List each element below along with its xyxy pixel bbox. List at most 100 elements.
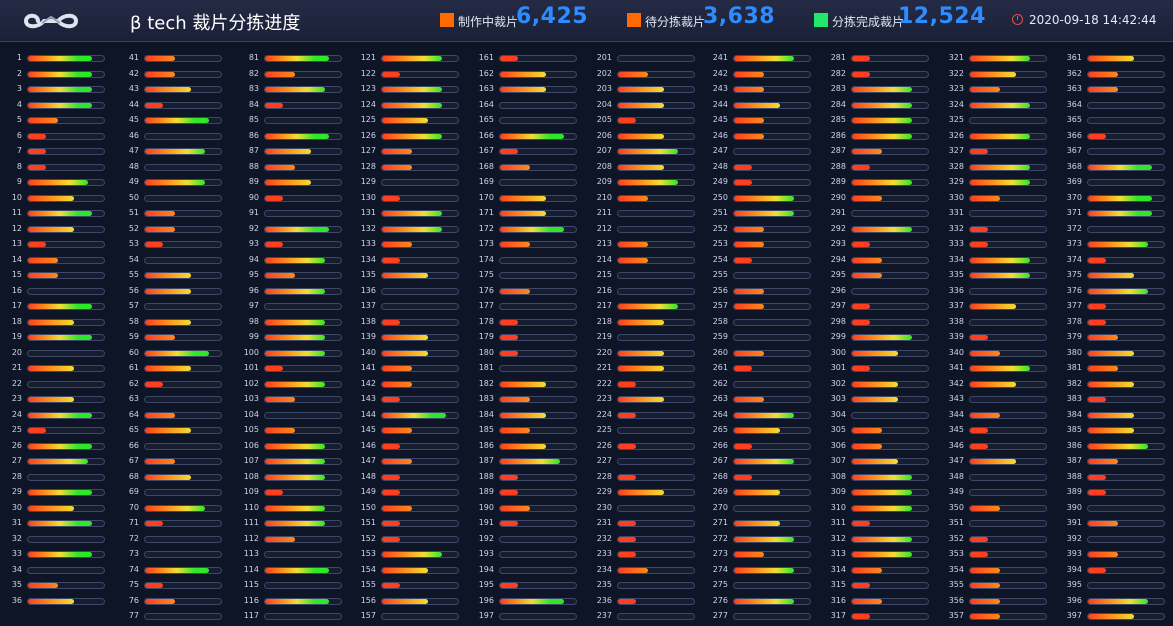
progress-row: 261	[706, 362, 823, 378]
slot-number: 302	[830, 378, 846, 388]
progress-fill	[382, 319, 400, 325]
progress-track	[851, 473, 929, 481]
progress-row: 59	[117, 331, 234, 347]
progress-fill	[852, 552, 912, 557]
progress-fill	[382, 490, 400, 495]
progress-row: 224	[590, 409, 707, 425]
progress-track	[969, 225, 1047, 233]
clock-icon	[1012, 14, 1023, 25]
progress-row: 369	[1060, 176, 1173, 192]
grid-column: 1 2 3 4 5 6 7 8 9 10 11 12 13 14 15 16 17 18 19 20 21 22 23 24 2…	[0, 52, 117, 610]
progress-fill	[970, 242, 988, 247]
slot-number: 382	[1066, 378, 1082, 388]
progress-track	[617, 194, 695, 202]
progress-row: 207	[590, 145, 707, 161]
slot-number: 268	[712, 471, 728, 481]
progress-track	[969, 380, 1047, 388]
progress-row: 286	[824, 130, 941, 146]
progress-track	[851, 349, 929, 357]
progress-row: 133	[354, 238, 471, 254]
progress-track	[264, 504, 342, 512]
progress-row: 152	[354, 533, 471, 549]
progress-fill	[265, 319, 325, 325]
progress-row: 143	[354, 393, 471, 409]
slot-number: 106	[243, 440, 259, 450]
slot-number: 378	[1066, 316, 1082, 326]
progress-row: 134	[354, 254, 471, 270]
progress-row: 10	[0, 192, 117, 208]
slot-number: 90	[248, 192, 259, 202]
slot-number: 14	[11, 254, 22, 264]
slot-number: 276	[712, 595, 728, 605]
progress-track	[851, 411, 929, 419]
progress-row: 381	[1060, 362, 1173, 378]
progress-track	[27, 194, 105, 202]
progress-row: 368	[1060, 161, 1173, 177]
progress-fill	[145, 226, 175, 232]
slot-number: 103	[243, 394, 259, 403]
slot-number: 83	[248, 84, 259, 93]
progress-fill	[852, 118, 912, 123]
slot-number: 138	[360, 316, 376, 326]
slot-number: 353	[948, 549, 964, 558]
progress-track	[617, 132, 695, 140]
progress-row: 301	[824, 362, 941, 378]
progress-row: 323	[942, 83, 1059, 99]
progress-row: 344	[942, 409, 1059, 425]
progress-row: 75	[117, 579, 234, 595]
progress-fill	[28, 102, 92, 108]
progress-fill	[382, 536, 400, 542]
progress-track	[733, 101, 811, 109]
grid-column: 121 122 123 124 125 126 127 128 129 130 131 132 133 1…	[354, 52, 471, 626]
progress-row: 233	[590, 548, 707, 564]
progress-row: 97	[237, 300, 354, 316]
slot-number: 172	[478, 223, 494, 233]
progress-row: 276	[706, 595, 823, 611]
progress-track	[969, 334, 1047, 341]
progress-row: 393	[1060, 548, 1173, 564]
progress-fill	[28, 195, 74, 201]
progress-track	[851, 117, 929, 124]
progress-fill	[852, 304, 870, 309]
slot-number: 229	[596, 487, 612, 496]
progress-fill	[970, 443, 988, 449]
progress-row: 377	[1060, 300, 1173, 316]
slot-number: 264	[712, 409, 728, 419]
progress-fill	[382, 459, 412, 464]
progress-row: 93	[237, 238, 354, 254]
progress-fill	[500, 133, 564, 139]
slot-number: 300	[830, 347, 846, 357]
progress-row: 187	[472, 455, 589, 471]
progress-fill	[265, 521, 325, 526]
slot-number: 7	[16, 146, 22, 155]
progress-track	[264, 318, 342, 326]
progress-track	[381, 241, 459, 248]
grid-column: 161 162 163 164 165 166 167 168 169 170 171 172 173 1…	[472, 52, 589, 626]
progress-fill	[28, 335, 92, 340]
progress-row: 183	[472, 393, 589, 409]
progress-fill	[265, 226, 329, 232]
slot-number: 41	[128, 53, 139, 62]
slot-number: 310	[830, 502, 846, 512]
progress-fill	[500, 598, 564, 604]
progress-track	[969, 582, 1047, 589]
progress-fill	[852, 381, 898, 387]
progress-track	[27, 272, 105, 279]
progress-track	[851, 535, 929, 543]
stat-label: 待分拣裁片	[645, 15, 706, 29]
slot-number: 395	[1066, 580, 1082, 589]
progress-fill	[265, 102, 283, 108]
progress-fill	[1088, 474, 1106, 480]
progress-fill	[28, 273, 58, 278]
progress-row: 171	[472, 207, 589, 223]
slot-number: 179	[478, 332, 494, 341]
slot-number: 170	[478, 192, 494, 202]
progress-fill	[500, 164, 530, 170]
progress-row: 117	[237, 610, 354, 626]
slot-number: 153	[360, 549, 376, 558]
progress-row: 116	[237, 595, 354, 611]
progress-fill	[265, 505, 325, 511]
progress-track	[27, 303, 105, 310]
progress-row: 107	[237, 455, 354, 471]
slot-number: 236	[596, 595, 612, 605]
